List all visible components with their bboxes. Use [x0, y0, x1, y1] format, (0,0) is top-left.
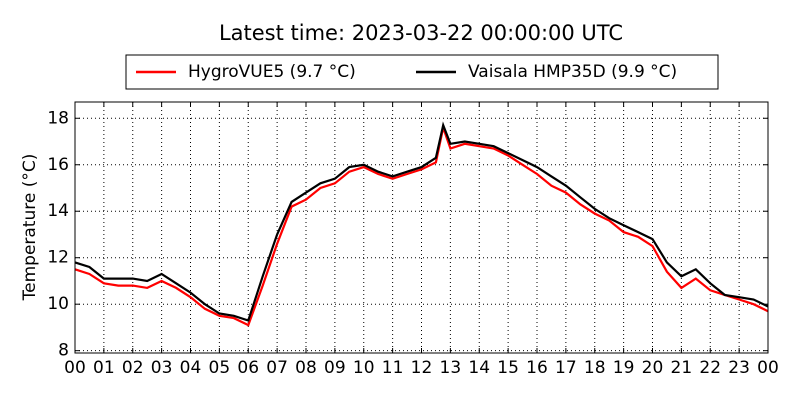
x-tick-label: 08: [295, 358, 317, 378]
x-tick-label: 16: [526, 358, 548, 378]
x-tick-label: 13: [440, 358, 462, 378]
x-tick-label: 12: [411, 358, 433, 378]
x-tick-label: 05: [209, 358, 231, 378]
y-tick-label: 16: [47, 155, 69, 175]
legend-label: HygroVUE5 (9.7 °C): [188, 62, 356, 82]
x-tick-label: 20: [642, 358, 664, 378]
x-tick-label: 10: [353, 358, 375, 378]
series-line: [74, 121, 769, 322]
x-tick-label: 04: [180, 358, 202, 378]
x-tick-label: 21: [671, 358, 693, 378]
x-tick-label: 17: [555, 358, 577, 378]
x-tick-label: 11: [382, 358, 404, 378]
y-tick-label: 8: [58, 341, 69, 361]
x-tick-label: 00: [64, 358, 86, 378]
chart-title: Latest time: 2023-03-22 00:00:00 UTC: [219, 21, 623, 45]
y-tick-label: 14: [47, 201, 69, 221]
y-tick-label: 18: [47, 108, 69, 128]
x-tick-label: 14: [468, 358, 490, 378]
x-tick-label: 18: [584, 358, 606, 378]
plot-frame: [74, 101, 769, 354]
x-tick-label: 00: [757, 358, 779, 378]
x-tick-label: 07: [266, 358, 288, 378]
y-tick-label: 10: [47, 294, 69, 314]
series-line: [74, 123, 769, 327]
x-tick-label: 23: [728, 358, 750, 378]
x-tick-label: 02: [122, 358, 144, 378]
x-tick-label: 01: [93, 358, 115, 378]
legend-box: [125, 54, 719, 90]
x-tick-label: 15: [497, 358, 519, 378]
x-tick-label: 19: [613, 358, 635, 378]
x-tick-label: 09: [324, 358, 346, 378]
legend-label: Vaisala HMP35D (9.9 °C): [468, 62, 677, 82]
x-tick-label: 06: [237, 358, 259, 378]
y-axis-label: Temperature (°C): [20, 154, 40, 302]
x-tick-label: 22: [699, 358, 721, 378]
y-tick-label: 12: [47, 248, 69, 268]
x-tick-label: 03: [151, 358, 173, 378]
